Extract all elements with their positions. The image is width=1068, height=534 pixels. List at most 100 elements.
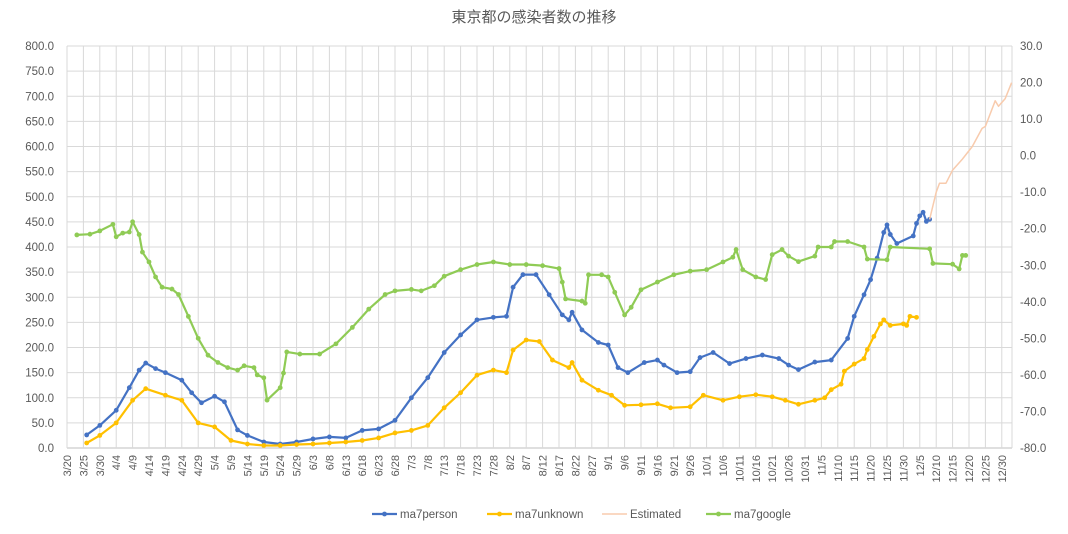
left-tick-label: 250.0 — [25, 317, 54, 329]
data-point — [491, 367, 496, 373]
data-point — [605, 274, 611, 280]
right-tick-label: 0.0 — [1020, 151, 1036, 163]
data-point — [786, 362, 791, 368]
data-point — [458, 332, 463, 338]
data-point — [845, 239, 851, 244]
data-point — [661, 362, 667, 368]
data-point — [359, 438, 365, 443]
x-tick-label: 11/25 — [882, 455, 894, 482]
data-point — [327, 434, 332, 440]
data-point — [425, 422, 431, 428]
data-point — [120, 230, 126, 236]
data-point — [812, 253, 818, 259]
x-tick-label: 5/14 — [242, 455, 254, 476]
data-point — [950, 261, 955, 267]
data-point — [638, 402, 644, 408]
data-point — [163, 370, 168, 376]
data-point — [668, 405, 673, 411]
data-point — [254, 372, 260, 378]
data-point — [504, 313, 509, 319]
x-axis-labels: 3/20 3/25 3/30 4/4 4/9 4/14 4/19 4/24 4/29 5/4 5/9… — [62, 455, 1009, 483]
x-tick-label: 10/31 — [800, 455, 812, 483]
data-point — [904, 322, 910, 328]
data-point — [392, 430, 398, 436]
legend: ma7person ma7unknown Estimated ma7google — [372, 509, 791, 521]
left-axis-labels: 0.0 50.0 100.0 150.0 200.0 250.0 300.0 350.0 400… — [25, 41, 54, 455]
data-point — [776, 356, 782, 361]
data-point — [87, 231, 93, 237]
series-line-ma7unknown — [86, 315, 917, 447]
x-tick-label: 5/24 — [275, 455, 287, 476]
x-tick-label: 10/11 — [734, 455, 746, 482]
left-tick-label: 500.0 — [25, 192, 54, 204]
data-point — [871, 334, 877, 339]
data-point — [566, 365, 572, 370]
data-point — [153, 366, 158, 372]
data-point — [881, 317, 887, 323]
left-tick-label: 600.0 — [25, 142, 54, 154]
data-point — [550, 357, 555, 363]
data-point — [110, 221, 116, 227]
data-point — [796, 367, 801, 373]
data-point — [235, 367, 240, 373]
data-point — [740, 267, 746, 273]
data-point — [431, 283, 437, 289]
legend-item-ma7unknown: ma7unknown — [487, 509, 583, 521]
x-tick-label: 7/3 — [406, 455, 418, 470]
data-point — [126, 229, 132, 235]
data-point — [782, 397, 788, 403]
data-point — [310, 441, 316, 447]
data-point — [737, 394, 742, 400]
left-tick-label: 700.0 — [25, 91, 54, 103]
data-point — [841, 368, 847, 374]
legend-marker — [716, 511, 721, 517]
data-point — [917, 213, 923, 219]
data-point — [687, 268, 693, 274]
data-point — [769, 394, 775, 400]
data-point — [205, 352, 211, 358]
right-tick-label: 20.0 — [1020, 78, 1042, 90]
data-point — [733, 247, 739, 252]
data-point — [655, 279, 660, 285]
data-point — [458, 390, 463, 396]
data-point — [763, 277, 769, 282]
left-tick-label: 800.0 — [25, 41, 54, 53]
data-point — [523, 262, 529, 267]
data-point — [392, 417, 398, 423]
data-point — [753, 392, 759, 398]
right-tick-label: -80.0 — [1020, 443, 1046, 455]
x-tick-label: 10/1 — [702, 455, 714, 476]
data-point — [559, 279, 565, 285]
data-point — [927, 246, 933, 252]
x-tick-label: 12/25 — [980, 455, 992, 483]
data-point — [815, 244, 821, 250]
data-point — [392, 288, 398, 294]
data-point — [143, 360, 149, 366]
data-point — [779, 247, 785, 252]
data-point — [914, 314, 919, 320]
x-tick-label: 10/6 — [718, 455, 730, 476]
right-tick-label: -10.0 — [1020, 187, 1046, 199]
x-tick-label: 4/14 — [144, 455, 156, 476]
data-point — [376, 435, 381, 441]
data-point — [956, 266, 962, 272]
x-tick-label: 10/21 — [767, 455, 779, 483]
right-tick-label: 30.0 — [1020, 41, 1042, 53]
right-tick-label: 10.0 — [1020, 114, 1042, 126]
right-tick-label: -60.0 — [1020, 370, 1046, 382]
left-tick-label: 450.0 — [25, 217, 54, 229]
series-group — [74, 82, 1013, 448]
x-tick-label: 12/15 — [948, 455, 960, 483]
x-tick-label: 9/6 — [620, 455, 632, 470]
x-tick-label: 11/5 — [816, 455, 828, 476]
data-point — [655, 357, 660, 363]
data-point — [143, 386, 149, 392]
data-point — [864, 256, 870, 262]
data-point — [861, 292, 867, 298]
data-point — [641, 360, 647, 365]
left-tick-label: 100.0 — [25, 393, 54, 405]
data-point — [914, 220, 919, 226]
gridlines — [66, 45, 1013, 449]
left-tick-label: 750.0 — [25, 66, 54, 78]
